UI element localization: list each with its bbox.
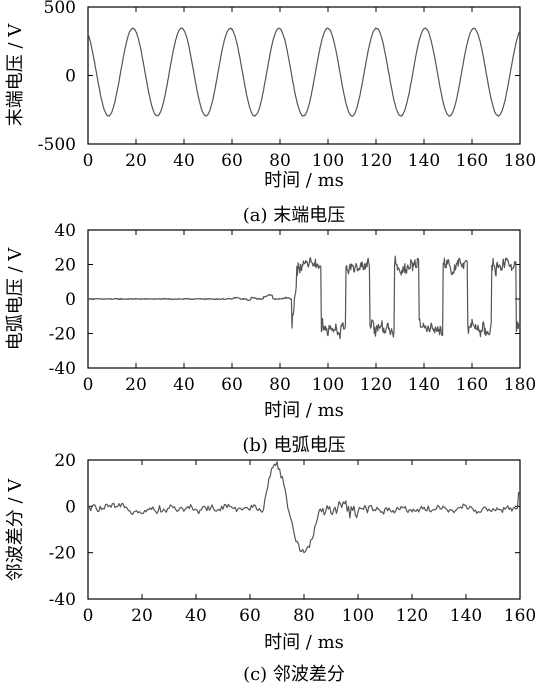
x-axis-title: 时间 / ms	[264, 400, 344, 421]
x-tick-label: 60	[221, 375, 243, 395]
x-tick-label: 20	[131, 606, 153, 626]
x-tick-label: 40	[173, 375, 195, 395]
y-tick-label: 20	[54, 451, 76, 471]
series-line	[87, 27, 521, 117]
x-tick-label: 140	[408, 151, 440, 171]
x-tick-label: 160	[456, 375, 488, 395]
plot-frame	[87, 459, 521, 600]
x-tick-label: 0	[83, 151, 94, 171]
y-tick-label: -20	[49, 325, 76, 345]
panel-b-arc-voltage: 0 20 40 60 80 100 120 140 160 180 40 20 0 -20 -40 时间 / …	[5, 221, 536, 456]
x-tick-label: 160	[456, 151, 488, 171]
series-line	[87, 255, 521, 340]
x-tick-label: 80	[269, 375, 291, 395]
plot-frame	[87, 6, 521, 145]
y-axis-title: 电弧电压 / V	[5, 247, 26, 351]
x-tick-label: 100	[312, 151, 344, 171]
panel-c-adjacent-wave-difference: 0 20 40 60 80 100 120 140 160 20 0 -20 -40 时间 / ms 邻波差…	[5, 451, 536, 685]
y-axis-title: 邻波差分 / V	[5, 478, 26, 582]
x-tick-label: 120	[360, 151, 392, 171]
x-tick-label: 40	[185, 606, 207, 626]
x-tick-label: 180	[504, 151, 536, 171]
panel-caption: (c) 邻波差分	[243, 664, 345, 685]
x-tick-label: 80	[269, 151, 291, 171]
x-tick-label: 60	[221, 151, 243, 171]
x-tick-label: 140	[408, 375, 440, 395]
x-tick-label: 40	[173, 151, 195, 171]
x-tick-label: 0	[83, 606, 94, 626]
panel-caption: (a) 末端电压	[243, 205, 346, 226]
x-tick-label: 60	[239, 606, 261, 626]
x-tick-label: 20	[125, 375, 147, 395]
panel-a-terminal-voltage: 0 20 40 60 80 100 120 140 160 180 500 0 -500 时间 / ms 末…	[5, 0, 536, 226]
x-axis-title: 时间 / ms	[264, 170, 344, 191]
x-tick-label: 160	[504, 606, 536, 626]
y-tick-label: 20	[54, 256, 76, 276]
x-tick-label: 120	[396, 606, 428, 626]
y-tick-label: 0	[65, 290, 76, 310]
x-tick-label: 120	[360, 375, 392, 395]
y-tick-label: 500	[44, 0, 76, 18]
y-tick-label: -20	[49, 544, 76, 564]
x-tick-label: 140	[450, 606, 482, 626]
y-tick-label: -40	[49, 590, 76, 610]
x-tick-label: 80	[293, 606, 315, 626]
x-tick-label: 0	[83, 375, 94, 395]
x-tick-label: 180	[504, 375, 536, 395]
x-tick-label: 100	[312, 375, 344, 395]
x-tick-label: 20	[125, 151, 147, 171]
x-tick-label: 100	[342, 606, 374, 626]
y-tick-label: 0	[65, 497, 76, 517]
panel-caption: (b) 电弧电压	[242, 435, 345, 456]
series-line	[87, 461, 520, 554]
y-tick-label: 40	[54, 221, 76, 241]
y-tick-label: -40	[49, 359, 76, 379]
y-tick-label: 0	[65, 67, 76, 87]
y-tick-label: -500	[38, 135, 76, 155]
y-axis-title: 末端电压 / V	[5, 23, 26, 127]
x-axis-title: 时间 / ms	[264, 632, 344, 653]
